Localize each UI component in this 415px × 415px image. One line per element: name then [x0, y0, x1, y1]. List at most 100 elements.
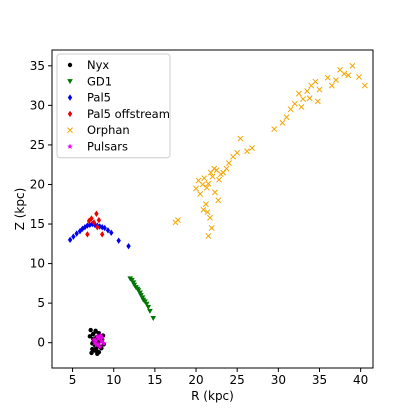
point-orphan [300, 96, 306, 102]
y-tick-label: 10 [30, 257, 45, 271]
x-tick-label: 25 [230, 373, 245, 387]
point-pal5 [67, 236, 73, 244]
point-pal5 [74, 230, 79, 237]
point-orphan [316, 86, 323, 93]
point-pal5 [87, 221, 93, 229]
point-orphan [237, 135, 244, 142]
point-orphan [324, 74, 331, 81]
point-orphan [295, 90, 302, 97]
point-pulsars [94, 333, 101, 339]
y-tick-label: 30 [30, 98, 45, 112]
point-orphan [208, 225, 215, 231]
legend-marker-pal5 [67, 94, 73, 101]
point-orphan [203, 184, 210, 191]
point-pal5 [100, 223, 105, 231]
point-orphan [283, 114, 290, 121]
x-tick-label: 35 [312, 373, 327, 387]
point-orphan [216, 176, 223, 183]
point-orphan [223, 165, 230, 172]
y-tick-label: 0 [37, 336, 45, 350]
point-orphan [207, 214, 213, 221]
point-orphan [209, 173, 216, 180]
point-orphan [314, 98, 321, 105]
point-pal5-offstream [85, 231, 90, 238]
point-pal5 [92, 221, 97, 229]
point-orphan [234, 149, 241, 156]
point-orphan [193, 185, 199, 192]
point-orphan [205, 232, 212, 239]
point-orphan [212, 189, 218, 196]
point-pal5-offstream [86, 217, 92, 225]
legend-box [56, 53, 171, 159]
point-orphan [215, 197, 222, 204]
x-tick-label: 20 [188, 373, 203, 387]
x-tick-label: 5 [69, 373, 77, 387]
point-pal5 [80, 225, 85, 232]
y-tick-label: 15 [30, 217, 45, 231]
y-tick-label: 20 [30, 177, 45, 191]
legend-label-orphan: Orphan [87, 123, 130, 137]
point-pulsars [98, 338, 105, 344]
legend-label-pal5: Pal5 [87, 91, 111, 105]
point-pal5 [116, 237, 121, 244]
legend-marker-pulsars [67, 143, 73, 149]
point-orphan [287, 106, 294, 113]
point-orphan [205, 180, 212, 187]
legend-label-pal5-offstream: Pal5 offstream [87, 107, 170, 121]
point-orphan [279, 119, 286, 126]
point-orphan [333, 77, 339, 84]
point-orphan [202, 201, 209, 208]
legend-marker-gd1 [67, 79, 73, 85]
legend-label-nyx: Nyx [87, 58, 109, 72]
point-pal5-offstream [96, 216, 102, 224]
point-nyx [88, 327, 93, 333]
point-pulsars [95, 341, 101, 347]
x-axis-ticks: 5 10 15 20 25 30 35 40 [69, 368, 368, 387]
point-gd1 [145, 304, 152, 310]
x-tick-label: 30 [271, 373, 286, 387]
point-orphan [328, 82, 335, 89]
point-gd1 [143, 301, 150, 307]
point-orphan [249, 145, 255, 152]
x-tick-label: 10 [106, 373, 121, 387]
y-tick-label: 25 [30, 138, 45, 152]
point-pal5 [126, 242, 131, 250]
legend-marker-nyx [67, 62, 73, 68]
legend-marker-pal5-offstream [67, 110, 73, 118]
x-tick-label: 15 [147, 373, 162, 387]
point-pal5 [90, 220, 95, 228]
plot-frame [51, 49, 374, 369]
point-orphan [312, 78, 319, 85]
data-points [67, 62, 368, 356]
legend-label-pulsars: Pulsars [87, 140, 128, 154]
point-orphan [204, 209, 211, 216]
point-orphan [345, 72, 352, 79]
point-orphan [201, 175, 208, 182]
point-nyx [91, 347, 97, 353]
point-nyx [93, 328, 98, 334]
point-gd1 [147, 308, 153, 314]
point-orphan [361, 82, 368, 89]
point-pal5-offstream [91, 219, 97, 226]
point-pulsars [91, 339, 98, 346]
x-tick-label: 40 [353, 373, 368, 387]
point-orphan [291, 100, 298, 107]
point-pal5 [97, 223, 102, 230]
x-axis-label: R (kpc) [191, 389, 234, 403]
y-tick-label: 5 [37, 296, 45, 310]
point-orphan [199, 181, 206, 188]
y-axis-ticks: 0 5 10 15 20 25 30 35 [30, 59, 52, 350]
point-orphan [306, 95, 313, 102]
point-orphan [244, 148, 251, 155]
y-axis-label: Z (kpc) [13, 188, 27, 231]
legend-marker-orphan [67, 127, 73, 134]
point-pal5-offstream [95, 223, 100, 231]
point-orphan [174, 217, 181, 224]
point-orphan [197, 191, 204, 197]
point-pulsars [92, 337, 99, 343]
y-tick-label: 35 [30, 59, 45, 73]
point-pulsars [101, 340, 107, 346]
point-nyx [89, 350, 94, 356]
point-pulsars [91, 336, 97, 342]
